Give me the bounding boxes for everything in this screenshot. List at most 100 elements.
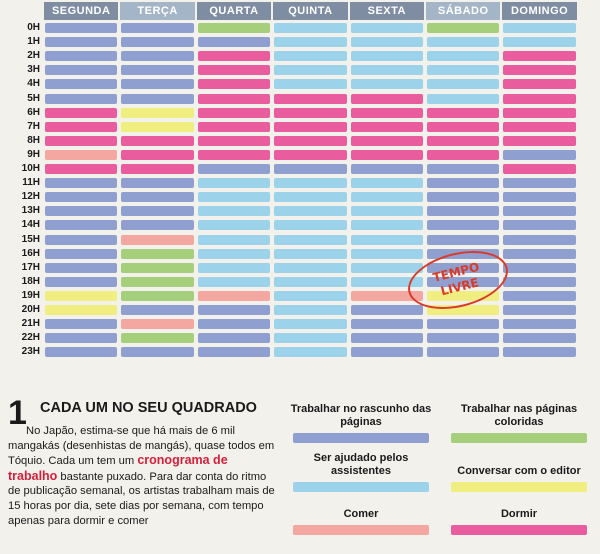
schedule-cell	[121, 121, 194, 132]
schedule-cell	[427, 149, 500, 160]
schedule-cell	[350, 192, 423, 203]
schedule-cell	[503, 206, 576, 217]
schedule-cell	[45, 234, 118, 245]
schedule-cell	[121, 93, 194, 104]
schedule-cell	[350, 248, 423, 259]
schedule-cell	[45, 79, 118, 90]
article-headline: CADA UM NO SEU QUADRADO	[40, 400, 257, 416]
schedule-cell	[197, 305, 271, 315]
hour-label-17: 17H	[21, 261, 40, 273]
hour-label-9: 9H	[27, 148, 40, 160]
hour-label-1: 1H	[27, 36, 40, 48]
schedule-cell	[503, 65, 576, 76]
schedule-cell	[197, 333, 271, 344]
legend-swatch	[293, 525, 429, 535]
schedule-cell	[427, 23, 500, 33]
schedule-cell	[427, 178, 500, 189]
schedule-cell	[350, 51, 423, 62]
legend-label: Trabalhar nas páginas coloridas	[460, 403, 578, 428]
schedule-cell	[45, 164, 118, 174]
schedule-cell	[197, 220, 271, 231]
schedule-cell	[503, 107, 576, 118]
schedule-cell	[121, 220, 194, 231]
schedule-cell	[274, 333, 347, 344]
schedule-cell	[274, 107, 347, 118]
schedule-cell	[197, 290, 271, 301]
schedule-cell	[121, 290, 194, 301]
schedule-cell	[121, 276, 194, 287]
day-header-5: SÁBADO	[426, 2, 501, 20]
schedule-cell	[45, 290, 118, 301]
schedule-cell	[274, 262, 347, 273]
schedule-cell	[274, 220, 347, 231]
schedule-cell	[350, 93, 423, 104]
schedule-cell	[45, 248, 118, 259]
schedule-cell	[503, 248, 576, 259]
legend-swatch	[451, 433, 587, 443]
schedule-cell	[427, 164, 500, 174]
schedule-cell	[427, 333, 500, 344]
legend-item: Dormir	[446, 508, 592, 535]
schedule-cell	[350, 276, 423, 287]
hour-label-4: 4H	[27, 78, 40, 90]
schedule-cell	[503, 178, 576, 189]
schedule-cell	[274, 305, 347, 315]
schedule-cell	[350, 319, 423, 330]
schedule-cell	[503, 290, 576, 301]
schedule-cell	[503, 305, 576, 315]
schedule-cell	[503, 347, 576, 358]
schedule-cell	[427, 206, 500, 217]
schedule-cell	[197, 51, 271, 62]
schedule-cell	[197, 149, 271, 160]
schedule-cell	[197, 319, 271, 330]
article-text-after: bastante puxado. Para dar conta do ritmo…	[8, 470, 275, 527]
schedule-cell	[45, 178, 118, 189]
schedule-cell	[503, 51, 576, 62]
schedule-cell	[197, 135, 271, 146]
legend-item: Ser ajudado pelos assistentes	[288, 452, 434, 492]
hour-label-13: 13H	[21, 205, 40, 217]
schedule-cell	[503, 79, 576, 90]
schedule-cell	[427, 276, 500, 287]
schedule-cell	[197, 347, 271, 358]
schedule-cell	[350, 305, 423, 315]
schedule-cell	[350, 178, 423, 189]
hour-label-14: 14H	[21, 219, 40, 231]
schedule-cell	[427, 37, 500, 48]
schedule-cell	[427, 319, 500, 330]
schedule-cell	[45, 319, 118, 330]
schedule-cell	[45, 192, 118, 203]
schedule-cell	[350, 290, 423, 301]
schedule-cell	[350, 65, 423, 76]
schedule-cell	[350, 107, 423, 118]
hour-label-16: 16H	[21, 247, 40, 259]
article-highlight: cronograma de trabalho	[8, 453, 228, 483]
schedule-cell	[45, 333, 118, 344]
article-text-before: No Japão, estima-se que há mais de 6 mil…	[8, 425, 275, 468]
schedule-cell	[427, 135, 500, 146]
hour-label-5: 5H	[27, 92, 40, 104]
schedule-cell	[121, 149, 194, 160]
schedule-cell	[274, 79, 347, 90]
schedule-cell	[121, 135, 194, 146]
schedule-cell	[121, 37, 194, 48]
schedule-cell	[427, 347, 500, 358]
hour-label-19: 19H	[21, 289, 40, 301]
schedule-cell	[197, 65, 271, 76]
schedule-cell	[197, 164, 271, 174]
schedule-cell	[197, 192, 271, 203]
schedule-cell	[45, 276, 118, 287]
schedule-cell	[274, 149, 347, 160]
schedule-cell	[274, 23, 347, 33]
schedule-cell	[197, 107, 271, 118]
schedule-cell	[274, 121, 347, 132]
schedule-cell	[503, 121, 576, 132]
schedule-cell	[197, 276, 271, 287]
hour-label-18: 18H	[21, 275, 40, 287]
hour-label-2: 2H	[27, 50, 40, 62]
schedule-cell	[350, 121, 423, 132]
schedule-cell	[121, 164, 194, 174]
legend-swatch	[293, 433, 429, 443]
schedule-cell	[350, 135, 423, 146]
schedule-cell	[503, 262, 576, 273]
